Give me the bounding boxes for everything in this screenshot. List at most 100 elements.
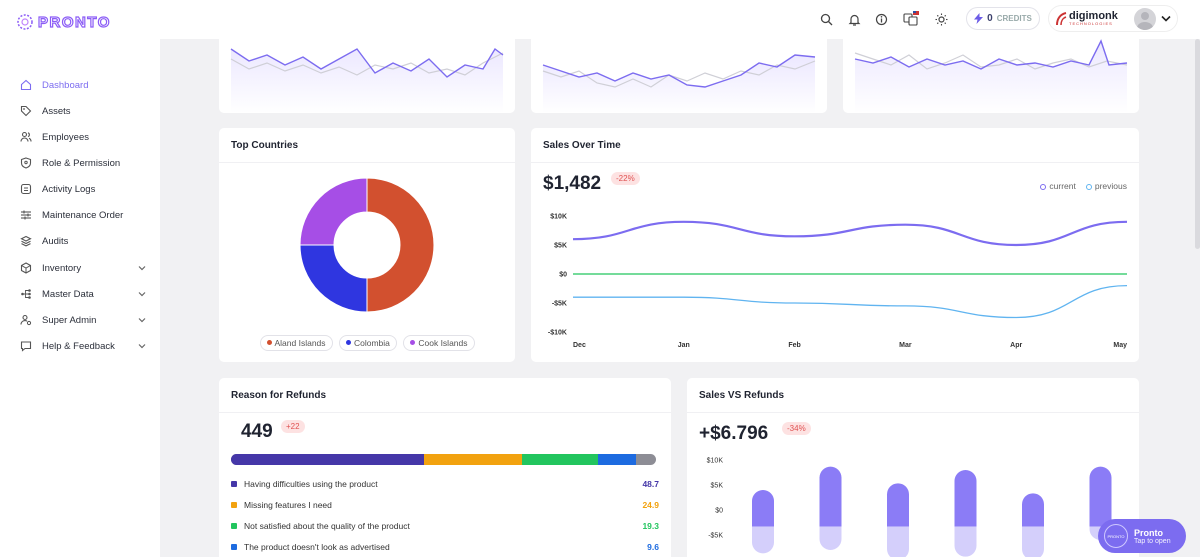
refund-bar[interactable] (887, 526, 909, 557)
sidebar-item-activity-logs[interactable]: Activity Logs (20, 183, 146, 195)
sales-bar[interactable] (954, 470, 977, 527)
profile-menu[interactable]: digimonk TECHNOLOGIES (1048, 5, 1178, 32)
reason-color (231, 523, 237, 529)
legend-item[interactable]: Colombia (339, 334, 397, 351)
translate-icon[interactable] (903, 11, 919, 27)
home-icon (20, 79, 32, 91)
chevron-down-icon[interactable] (1161, 15, 1171, 23)
legend-item[interactable]: Cook Islands (403, 334, 475, 351)
card-title: Top Countries (231, 140, 299, 151)
top-bar: PRONTO 0 CREDITS digimonk TECHNOLOGIES (0, 0, 1200, 39)
info-icon[interactable] (873, 11, 889, 27)
refund-bar[interactable] (819, 526, 842, 550)
card-title: Sales Over Time (543, 140, 621, 151)
reason-color (231, 544, 237, 550)
sliders-icon (21, 210, 31, 220)
legend-label: Colombia (354, 337, 390, 348)
sidebar-item-help-feedback[interactable]: Help & Feedback (20, 340, 146, 352)
donut-chart (299, 177, 435, 313)
bell-icon[interactable] (846, 11, 862, 27)
company-brand: digimonk (1069, 10, 1118, 22)
legend-current[interactable]: current (1040, 181, 1076, 191)
series-line (573, 284, 1128, 319)
legend-item[interactable]: Aland Islands (259, 334, 333, 351)
sales-bar[interactable] (1089, 466, 1112, 527)
globe-logo-icon (17, 14, 33, 30)
refund-bar[interactable] (954, 526, 977, 557)
chevron-down-icon[interactable] (138, 291, 146, 297)
legend-previous[interactable]: previous (1085, 181, 1127, 191)
credits-button[interactable]: 0 CREDITS (966, 7, 1040, 30)
change-badge: +22 (281, 420, 305, 433)
net-total: +$6.796 (699, 423, 769, 444)
sidebar-item-label: Audits (42, 235, 69, 247)
refund-reason-row: Having difficulties using the product 48.… (231, 479, 659, 489)
user-gear-icon (20, 314, 32, 326)
chevron-down-icon[interactable] (138, 343, 146, 349)
refund-bar-segment (231, 454, 424, 465)
lightning-icon (974, 13, 984, 24)
sun-icon[interactable] (933, 11, 949, 27)
avatar[interactable] (1134, 8, 1156, 30)
chat-launcher-button[interactable]: PRONTO Pronto Tap to open (1098, 519, 1186, 553)
sales-line-chart: $10K $5K $0 -$5K -$10K Dec Jan Feb Mar Apr May (548, 214, 1128, 350)
x-tick-label: Mar (899, 342, 912, 349)
sidebar-item-audits[interactable]: Audits (20, 235, 146, 247)
refund-bar[interactable] (752, 526, 774, 554)
sales-bar[interactable] (1022, 493, 1044, 527)
sales-refunds-bar-chart: $10K $5K $0 -$5K (707, 458, 1112, 557)
sidebar-item-inventory[interactable]: Inventory (20, 262, 146, 274)
y-tick-label: -$5K (708, 533, 723, 540)
sidebar-item-master-data[interactable]: Master Data (20, 288, 146, 300)
reason-value: 9.6 (647, 542, 659, 552)
x-tick-label: Feb (788, 342, 800, 349)
sparkline-card-3 (843, 39, 1139, 113)
donut-slice[interactable] (299, 244, 368, 313)
legend-dot (410, 340, 416, 345)
divider (219, 162, 515, 163)
sidebar-item-maintenance-order[interactable]: Maintenance Order (20, 209, 146, 221)
y-tick-label: $10K (707, 458, 724, 465)
sales-bar[interactable] (752, 490, 774, 527)
sidebar-item-employees[interactable]: Employees (20, 131, 146, 143)
donut-slice[interactable] (366, 177, 435, 313)
sidebar-item-assets[interactable]: Assets (20, 105, 146, 117)
refund-reason-row: Missing features I need 24.9 (231, 500, 659, 510)
scrollbar[interactable] (1195, 39, 1200, 249)
sidebar-item-super-admin[interactable]: Super Admin (20, 314, 146, 326)
hierarchy-icon (21, 289, 31, 299)
top-countries-card: Top Countries Aland Islands Colombia Coo… (219, 128, 515, 362)
chat-icon (20, 341, 32, 352)
legend-label: Cook Islands (418, 337, 468, 348)
search-icon[interactable] (818, 11, 834, 27)
sidebar-item-label: Maintenance Order (42, 209, 124, 221)
company-logo-icon (1056, 11, 1067, 25)
chart-legend: current previous (1040, 181, 1127, 191)
app-logo[interactable]: PRONTO (16, 13, 111, 31)
tag-icon (20, 105, 32, 117)
legend-dot (266, 340, 272, 345)
refund-bar[interactable] (1022, 526, 1044, 557)
chevron-down-icon[interactable] (138, 317, 146, 323)
legend-dot (346, 340, 351, 345)
sidebar-item-label: Super Admin (42, 314, 97, 326)
chart-legend: Aland Islands Colombia Cook Islands (219, 332, 515, 351)
sparkline-chart (230, 47, 504, 113)
sidebar-item-label: Assets (42, 105, 71, 117)
refund-reasons-card: Reason for Refunds 449 +22 Having diffic… (219, 378, 671, 557)
chat-subtitle: Tap to open (1134, 537, 1171, 545)
sparkline-chart (542, 54, 816, 113)
sidebar-item-label: Role & Permission (42, 157, 121, 169)
y-tick-label: $5K (554, 243, 567, 250)
sidebar: Dashboard Assets Employees Role & Permis… (0, 39, 160, 557)
sidebar-item-dashboard[interactable]: Dashboard (20, 79, 146, 91)
reason-label: Having difficulties using the product (244, 479, 378, 489)
sidebar-item-role-permission[interactable]: Role & Permission (20, 157, 146, 169)
sales-bar[interactable] (887, 483, 909, 527)
refund-stacked-bar (231, 454, 656, 465)
sparkline-card-1 (219, 39, 515, 113)
series-line (572, 220, 1128, 247)
chevron-down-icon[interactable] (138, 265, 146, 271)
sales-bar[interactable] (819, 466, 842, 527)
donut-slice[interactable] (299, 177, 368, 246)
